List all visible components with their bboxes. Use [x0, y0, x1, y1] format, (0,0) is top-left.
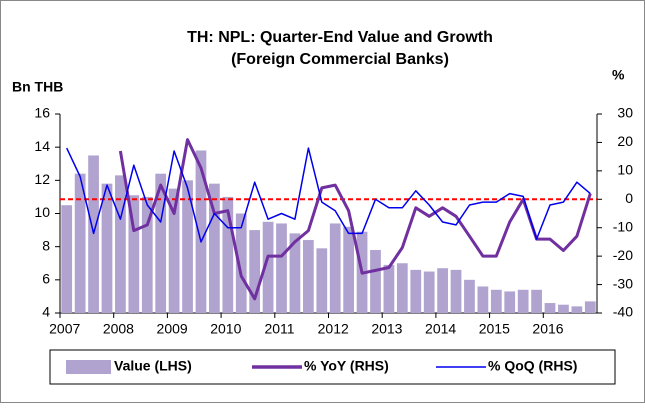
bar	[209, 183, 220, 313]
bar	[115, 175, 126, 313]
bar	[262, 221, 274, 313]
bar	[383, 264, 395, 313]
legend-swatch	[66, 360, 111, 374]
bar	[289, 233, 301, 313]
bar	[584, 301, 596, 313]
bar	[74, 173, 86, 313]
bar	[517, 289, 529, 313]
bar	[343, 226, 355, 313]
bar	[477, 286, 489, 313]
y-tick-label: 10	[34, 204, 50, 220]
x-tick-label: 2016	[532, 321, 563, 337]
bar	[302, 240, 314, 313]
bar	[410, 269, 422, 313]
legend-label: % YoY (RHS)	[304, 358, 389, 374]
bar	[61, 205, 73, 313]
y2-tick-label: -10	[613, 218, 633, 234]
y-tick-label: 4	[42, 304, 50, 320]
bar	[370, 249, 381, 313]
y2-tick-label: -20	[613, 247, 633, 263]
y-tick-label: 8	[42, 237, 50, 253]
bar	[222, 196, 234, 313]
bar	[329, 223, 341, 313]
bar	[249, 230, 261, 313]
bar	[544, 303, 556, 313]
bar	[195, 150, 207, 313]
bar	[182, 180, 193, 313]
bar	[101, 183, 113, 313]
y2-tick-label: 20	[617, 133, 633, 149]
x-tick-label: 2009	[157, 321, 188, 337]
bar	[396, 263, 408, 313]
bar	[571, 306, 583, 313]
legend-label: % QoQ (RHS)	[488, 358, 577, 374]
y2-tick-label: 0	[625, 190, 633, 206]
x-tick-label: 2014	[425, 321, 456, 337]
bar	[88, 155, 99, 313]
bar	[141, 196, 153, 313]
y-axis-label: Bn THB	[12, 79, 63, 95]
x-tick-label: 2010	[210, 321, 241, 337]
line	[118, 138, 592, 301]
bar	[437, 268, 448, 313]
bar	[558, 304, 569, 313]
x-tick-label: 2012	[318, 321, 349, 337]
bar	[155, 173, 167, 313]
bar	[235, 213, 247, 313]
y-tick-label: 16	[34, 105, 50, 121]
legend-box	[49, 349, 616, 385]
bar	[128, 195, 140, 313]
x-tick-label: 2007	[49, 321, 80, 337]
bar	[450, 269, 462, 313]
chart-subtitle: (Foreign Commercial Banks)	[231, 51, 449, 68]
y2-tick-label: 10	[617, 162, 633, 178]
bar	[490, 289, 502, 313]
bar	[276, 223, 287, 313]
bar	[504, 291, 516, 313]
bar	[531, 289, 542, 313]
x-tick-label: 2015	[479, 321, 510, 337]
bar	[464, 279, 475, 313]
x-tick-label: 2013	[371, 321, 402, 337]
x-tick-label: 2011	[264, 321, 294, 337]
y2-tick-label: -40	[613, 304, 633, 320]
x-tick-label: 2008	[103, 321, 134, 337]
bar	[316, 248, 328, 313]
y2-tick-label: -30	[613, 275, 633, 291]
bar	[168, 188, 180, 313]
y-tick-label: 12	[34, 171, 50, 187]
y-tick-label: 6	[42, 271, 50, 287]
legend-label: Value (LHS)	[114, 358, 192, 374]
chart-title: TH: NPL: Quarter-End Value and Growth	[187, 29, 493, 46]
y2-tick-label: 30	[617, 105, 633, 121]
line	[66, 147, 591, 243]
bar	[423, 271, 435, 313]
y-tick-label: 14	[34, 138, 50, 154]
y2-axis-label: %	[612, 67, 625, 83]
